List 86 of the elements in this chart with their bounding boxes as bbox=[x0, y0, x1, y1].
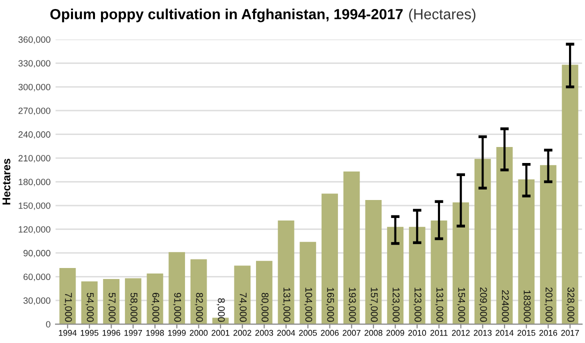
data-label: 57,000 bbox=[108, 292, 116, 322]
bar bbox=[103, 279, 120, 324]
x-tick-label: 2006 bbox=[320, 330, 339, 336]
x-tick-label: 2010 bbox=[408, 330, 426, 336]
x-tick-label: 2005 bbox=[299, 330, 317, 336]
x-tick-label: 1998 bbox=[146, 330, 164, 336]
data-label: 58,000 bbox=[129, 292, 138, 322]
data-label: 64,000 bbox=[151, 292, 160, 322]
bar bbox=[452, 202, 470, 324]
y-tick-label: 300,000 bbox=[18, 84, 50, 92]
bar bbox=[124, 278, 142, 324]
bar bbox=[387, 226, 404, 324]
x-tick-label: 2011 bbox=[430, 330, 448, 336]
data-label: 123,000 bbox=[413, 288, 422, 322]
data-label: 328,000 bbox=[566, 287, 574, 322]
y-tick-label: 180,000 bbox=[18, 178, 50, 186]
data-label: 157,000 bbox=[370, 288, 378, 322]
bar bbox=[365, 200, 382, 324]
data-label: 74,000 bbox=[238, 292, 247, 322]
x-tick-label: 2016 bbox=[539, 330, 558, 336]
bar bbox=[562, 64, 578, 324]
y-tick-label: 120,000 bbox=[18, 226, 50, 234]
data-label: 131,000 bbox=[435, 288, 444, 322]
x-tick-label: 2002 bbox=[234, 330, 252, 336]
bar bbox=[168, 252, 186, 324]
bar bbox=[430, 220, 448, 324]
y-tick-label: 90,000 bbox=[24, 250, 50, 258]
data-label: 209,000 bbox=[478, 288, 487, 322]
bar bbox=[496, 146, 513, 324]
bar bbox=[234, 266, 251, 324]
data-label: 8,000 bbox=[216, 298, 225, 322]
data-label: 91,000 bbox=[173, 292, 182, 322]
bar bbox=[278, 220, 294, 324]
y-tick-label: 360,000 bbox=[18, 36, 50, 44]
y-tick-label: 150,000 bbox=[18, 202, 50, 210]
x-tick-label: 1994 bbox=[58, 330, 77, 336]
y-tick-label: 210,000 bbox=[18, 155, 50, 162]
x-tick-label: 2001 bbox=[212, 330, 230, 336]
x-tick-label: 1995 bbox=[80, 330, 98, 336]
data-label: 104,000 bbox=[304, 288, 312, 322]
y-tick-label: 270,000 bbox=[18, 108, 50, 116]
bar bbox=[322, 194, 338, 324]
x-tick-label: 2013 bbox=[474, 330, 492, 336]
x-tick-label: 2015 bbox=[518, 330, 536, 336]
bar bbox=[540, 165, 556, 324]
x-tick-label: 1997 bbox=[124, 330, 142, 336]
x-tick-label: 2004 bbox=[277, 330, 296, 336]
data-label: 54,000 bbox=[86, 292, 94, 322]
x-tick-label: 2012 bbox=[452, 330, 470, 336]
y-axis-title: Hectares bbox=[2, 158, 10, 205]
chart-title: Opium poppy cultivation in Afghanistan, 1994-2017 bbox=[50, 8, 403, 22]
bar bbox=[474, 158, 491, 324]
data-label: 71,000 bbox=[64, 292, 72, 322]
bar bbox=[343, 172, 360, 324]
x-tick-label: 2009 bbox=[386, 330, 404, 336]
bar bbox=[81, 281, 98, 324]
data-label: 201,000 bbox=[544, 288, 552, 322]
x-tick-label: 2017 bbox=[561, 330, 579, 336]
bar bbox=[518, 179, 535, 324]
bar bbox=[408, 226, 426, 324]
data-label: 224000 bbox=[502, 290, 509, 322]
x-tick-label: 1996 bbox=[102, 330, 120, 336]
bar bbox=[59, 268, 76, 324]
y-tick-label: 30,000 bbox=[23, 297, 50, 305]
x-tick-label: 1999 bbox=[168, 330, 186, 336]
data-label: 123,000 bbox=[392, 288, 400, 322]
data-label: 165,000 bbox=[326, 288, 334, 322]
bar bbox=[256, 260, 272, 324]
data-label: 193,000 bbox=[348, 288, 356, 322]
x-tick-label: 2000 bbox=[190, 330, 208, 336]
data-label: 131,000 bbox=[282, 288, 290, 322]
data-label: 183000 bbox=[524, 290, 531, 322]
x-tick-label: 2007 bbox=[342, 330, 360, 336]
bar bbox=[190, 259, 207, 324]
chart-subtitle: (Hectares) bbox=[409, 8, 476, 22]
y-tick-label: 330,000 bbox=[18, 60, 50, 68]
x-tick-label: 2014 bbox=[496, 330, 514, 336]
data-label: 82,000 bbox=[194, 292, 203, 322]
x-tick-label: 2003 bbox=[255, 330, 274, 336]
y-tick-label: 240,000 bbox=[18, 131, 50, 139]
bar bbox=[300, 242, 316, 324]
x-tick-label: 2008 bbox=[364, 330, 382, 336]
y-tick-label: 60,000 bbox=[24, 274, 50, 282]
data-label: 80,000 bbox=[260, 292, 268, 322]
data-label: 154,000 bbox=[457, 288, 466, 322]
y-tick-label: 0 bbox=[46, 321, 50, 328]
